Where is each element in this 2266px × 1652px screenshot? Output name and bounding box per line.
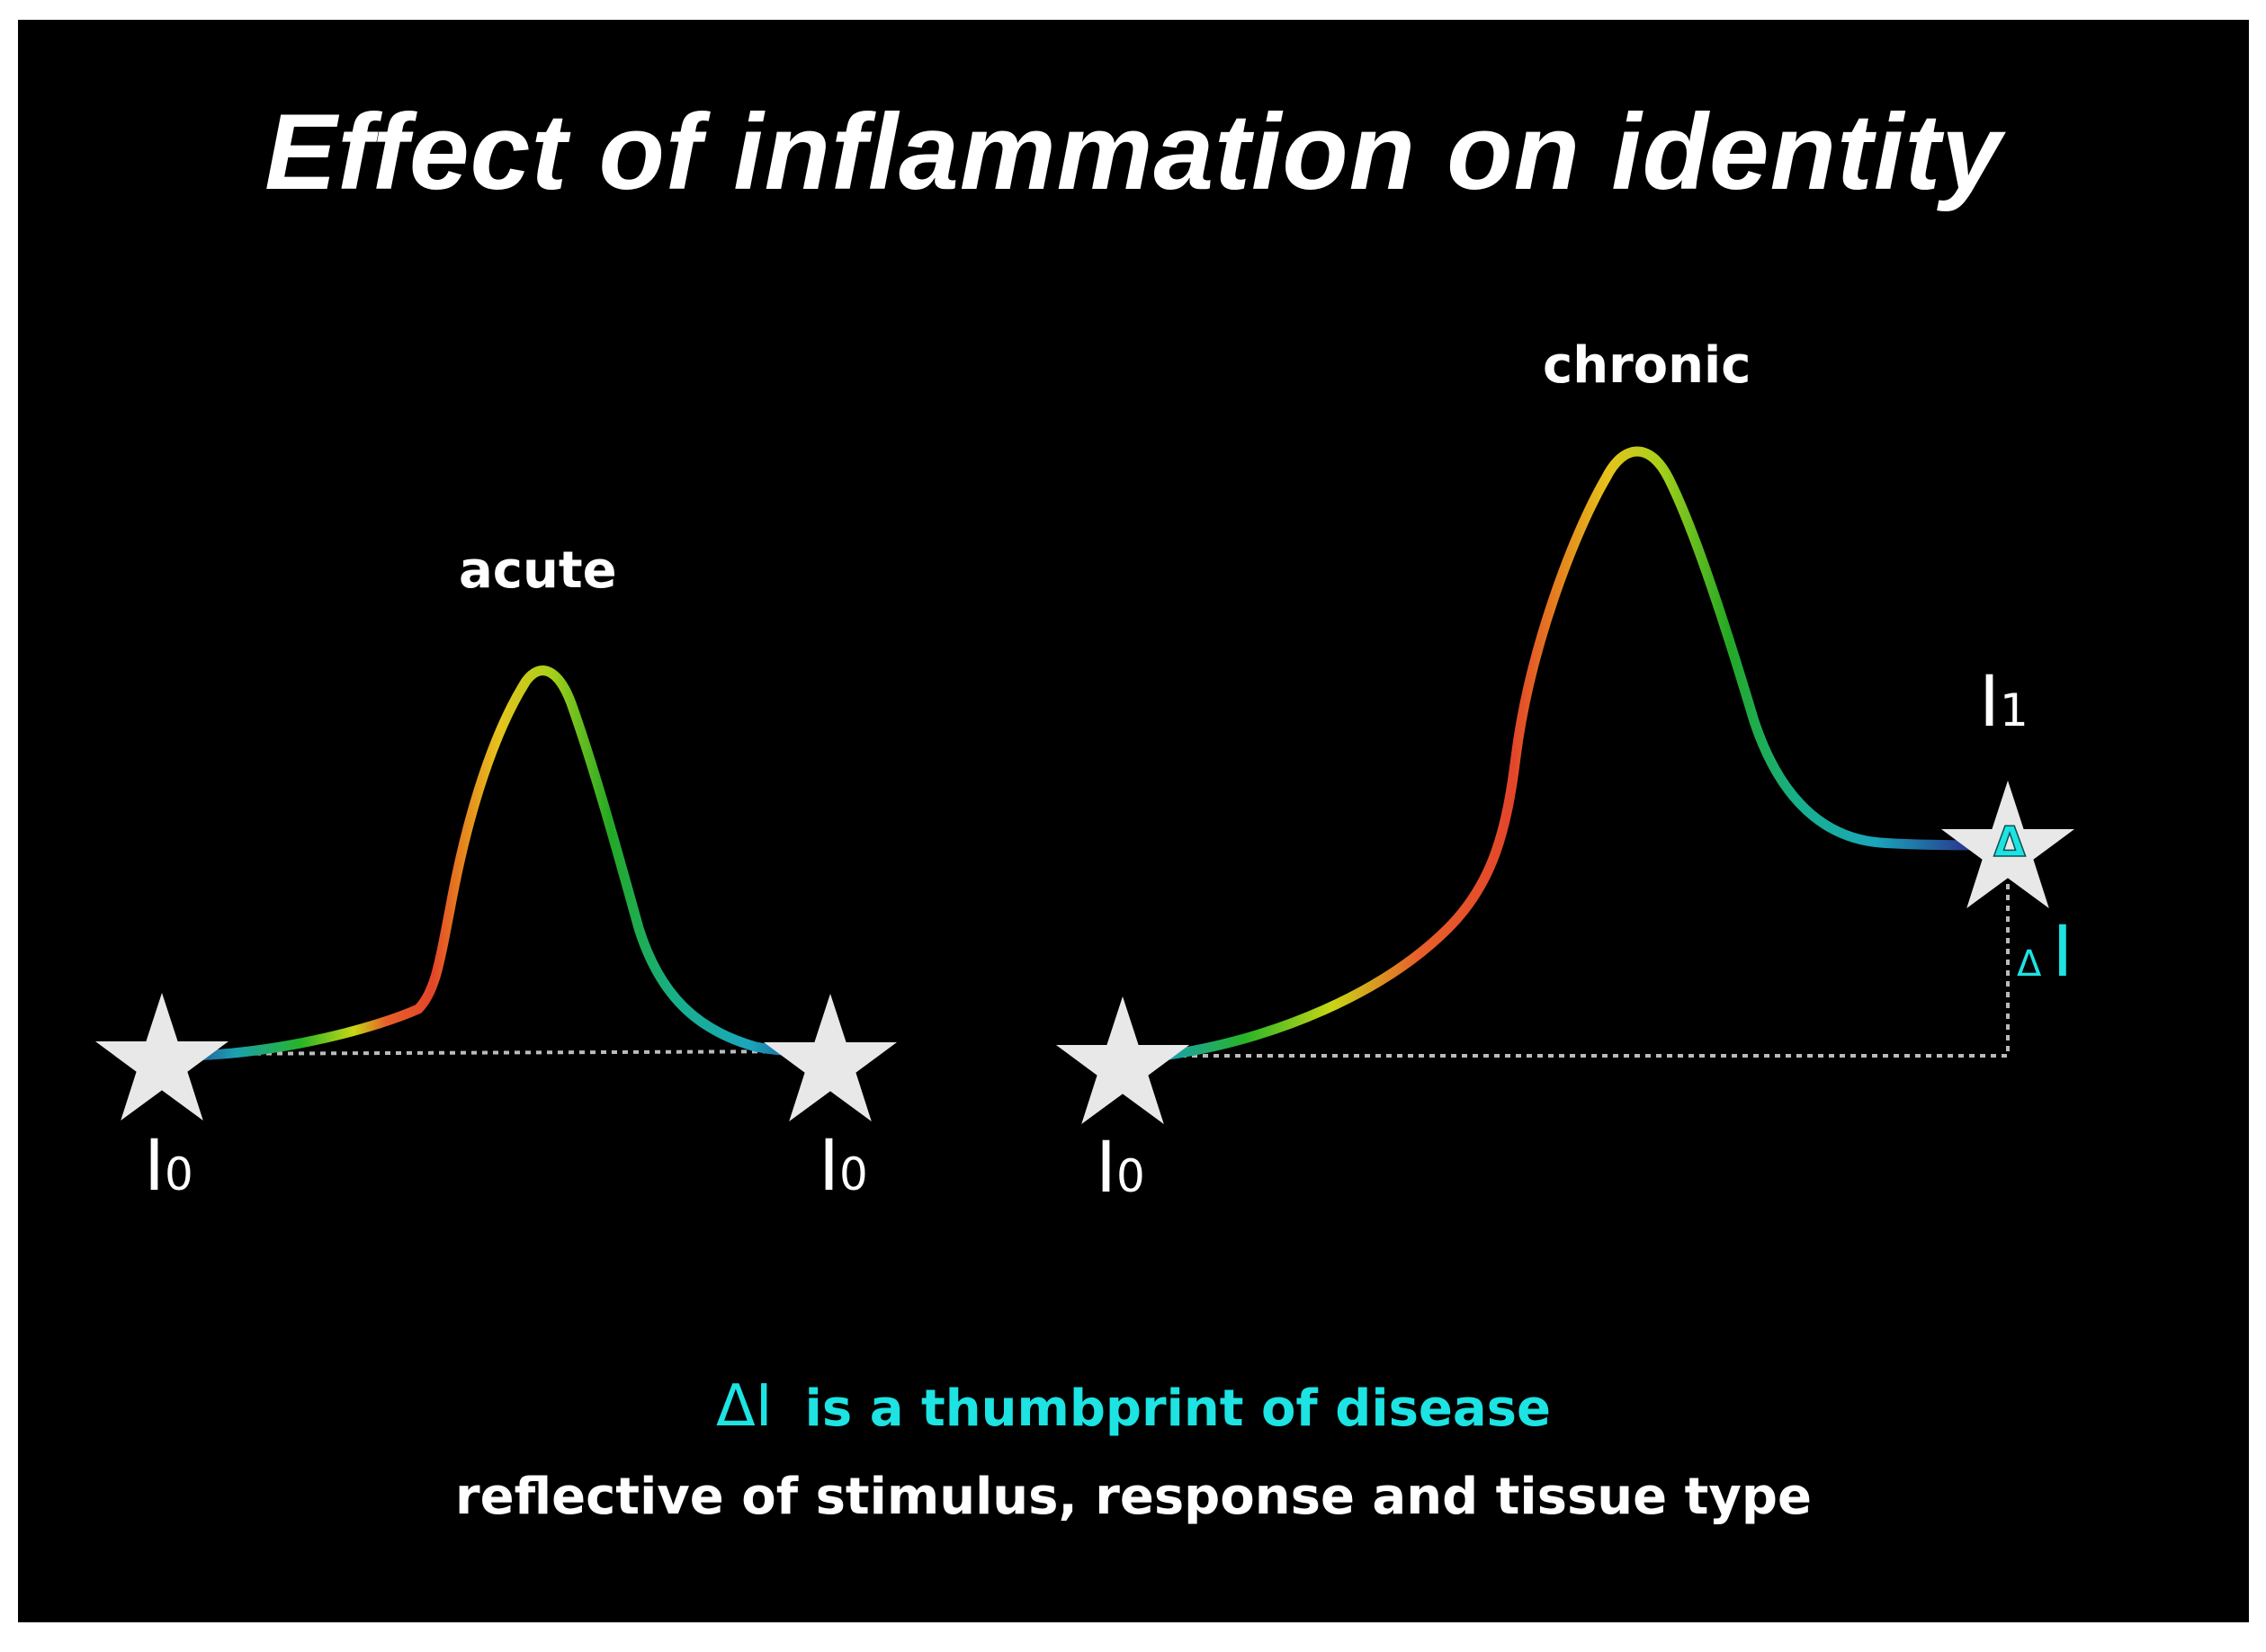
page-title: Effect of inflammation on identity: [264, 92, 2002, 212]
chronic-label: chronic: [1543, 336, 1751, 395]
chronic-end-star-icon: [1941, 781, 2074, 908]
footer-delta-symbol: ΔI: [716, 1373, 773, 1440]
thumbprint-line: ΔI is a thumbprint of disease: [18, 1373, 2249, 1440]
label-main: I: [144, 1126, 166, 1207]
slide: Effect of inflammation on identity: [18, 20, 2249, 1622]
label-subscript: 1: [2000, 684, 2029, 737]
acute-start-label: I0: [144, 1126, 193, 1207]
thumbprint-text: is a thumbprint of disease: [804, 1380, 1551, 1438]
star-delta-icon: Δ: [1993, 817, 2026, 866]
label-main: I: [1096, 1128, 1117, 1209]
label-subscript: 0: [839, 1148, 868, 1201]
acute-end-star-icon: [764, 994, 897, 1121]
chronic-start-star-icon: [1056, 996, 1189, 1124]
chronic-curve: [1151, 446, 2011, 1062]
label-main: I: [819, 1126, 840, 1207]
delta-icon: Δ: [2017, 943, 2042, 985]
reflective-line: reflective of stimulus, response and tis…: [455, 1468, 1812, 1526]
acute-end-label: I0: [819, 1126, 868, 1207]
diagram: Δ: [95, 446, 2074, 1124]
label-subscript: 0: [1116, 1150, 1145, 1202]
delta-symbol: I: [2052, 912, 2073, 993]
label-subscript: 0: [165, 1148, 193, 1201]
chronic-start-label: I0: [1096, 1128, 1145, 1209]
acute-curve: [188, 665, 837, 1061]
chronic-delta-guide: [1138, 881, 2010, 1058]
label-main: I: [1979, 662, 2001, 743]
chronic-end-label: I1: [1979, 662, 2029, 743]
acute-start-star-icon: [95, 993, 228, 1121]
acute-label: acute: [459, 541, 617, 600]
acute-baseline: [168, 1049, 833, 1056]
